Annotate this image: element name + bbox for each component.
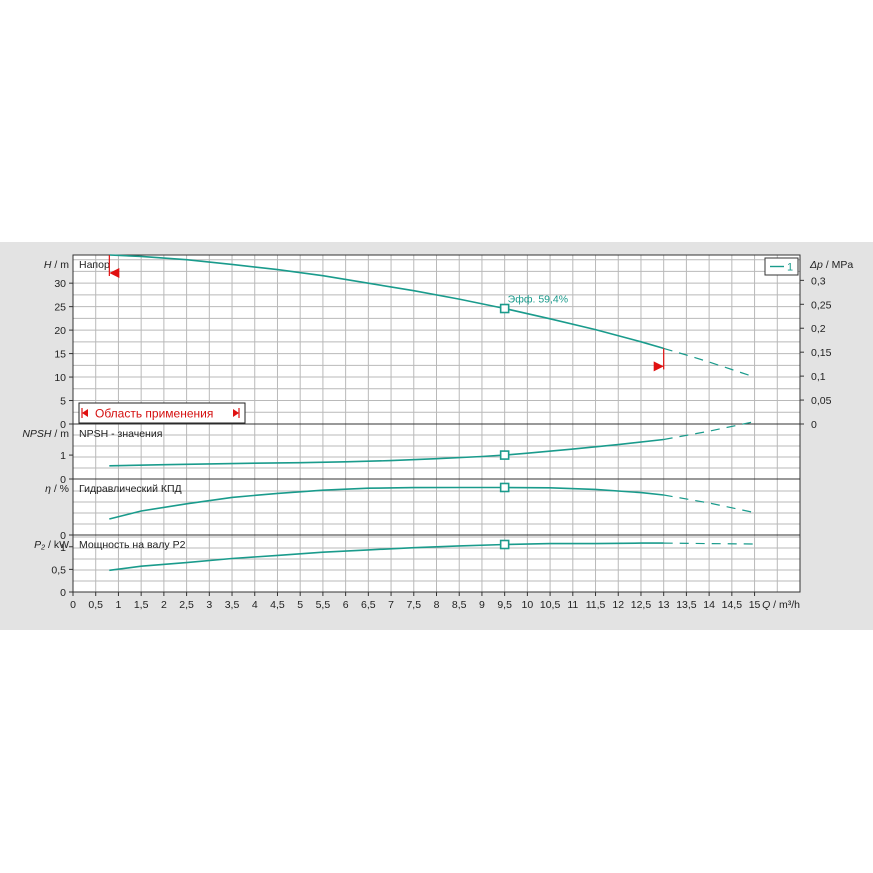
x-tick-label: 5 bbox=[297, 599, 303, 611]
x-axis: 0 0,5 1 1,5 2 2,5 3 3,5 4 4,5 5 5,5 6 6,5 7 7,5 8 8,5 9 9,5… bbox=[70, 592, 800, 611]
panel-title: Мощность на валу P2 bbox=[79, 539, 186, 551]
chart-panel-4: 0 0,5 1P₂ / kW Мощность на валу P2 bbox=[34, 534, 801, 599]
y-tick-label: 5 bbox=[60, 396, 66, 408]
grid bbox=[73, 424, 800, 479]
y2-tick-label: 0 bbox=[811, 419, 817, 431]
x-tick-label: 4 bbox=[252, 599, 258, 611]
application-range-box bbox=[78, 402, 246, 424]
x-tick-label: 5,5 bbox=[316, 599, 331, 611]
range-box-left-arrow bbox=[82, 409, 88, 417]
duty-point-label: Эфф. 59,4% bbox=[508, 294, 568, 306]
duty-point-marker bbox=[499, 303, 510, 314]
x-tick-label: 2,5 bbox=[179, 599, 194, 611]
x-tick-label: 4,5 bbox=[270, 599, 285, 611]
x-tick-label: 9 bbox=[479, 599, 485, 611]
x-tick-label: 11 bbox=[567, 599, 578, 611]
series-line bbox=[109, 254, 664, 350]
range-box-right-arrow bbox=[233, 409, 239, 417]
x-tick-label: 14 bbox=[703, 599, 715, 611]
y-tick-label: 0 bbox=[60, 587, 66, 599]
y-axis-label: H / m bbox=[44, 259, 69, 271]
y2-tick-label: 0,1 bbox=[811, 371, 826, 383]
chart-panel-2: 0 1 NPSH / m NPSH - значения bbox=[22, 421, 801, 486]
y-tick-label: 1 bbox=[60, 450, 66, 462]
y-tick-label: 0 bbox=[60, 530, 66, 542]
grid bbox=[73, 535, 800, 592]
panel-title: NPSH - значения bbox=[79, 428, 162, 440]
x-tick-label: 8 bbox=[434, 599, 440, 611]
y2-tick-label: 0,05 bbox=[811, 395, 832, 407]
x-tick-label: 10,5 bbox=[540, 599, 561, 611]
x-axis-label: Q / m³/h bbox=[762, 599, 800, 611]
y-axis-label: P₂ / kW bbox=[34, 539, 69, 551]
x-tick-label: 10 bbox=[522, 599, 534, 611]
range-left-marker bbox=[109, 268, 120, 278]
grid bbox=[73, 255, 800, 424]
series-line bbox=[109, 542, 664, 572]
x-tick-label: 1,5 bbox=[134, 599, 149, 611]
range-right-marker bbox=[653, 361, 664, 372]
y-tick-label: 20 bbox=[54, 325, 66, 337]
chart-panel-3: 0 η / % Гидравлический КПД bbox=[45, 478, 801, 542]
y2-tick-label: 0,25 bbox=[811, 299, 832, 311]
x-tick-label: 7 bbox=[388, 599, 394, 611]
x-tick-label: 11,5 bbox=[586, 599, 606, 611]
y-tick-label: 0 bbox=[60, 474, 66, 486]
legend: 1 bbox=[764, 257, 799, 276]
x-tick-label: 12,5 bbox=[631, 599, 652, 611]
x-tick-label: 13,5 bbox=[676, 599, 697, 611]
x-tick-label: 0,5 bbox=[88, 599, 103, 611]
x-tick-label: 15 bbox=[749, 599, 761, 611]
y-tick-label: 0,5 bbox=[51, 564, 66, 576]
x-tick-label: 14,5 bbox=[722, 599, 743, 611]
x-tick-label: 1 bbox=[116, 599, 122, 611]
y2-tick-label: 0,2 bbox=[811, 323, 826, 335]
series-line bbox=[109, 438, 664, 467]
x-tick-label: 9,5 bbox=[497, 599, 512, 611]
series-line bbox=[109, 486, 664, 520]
duty-point-marker bbox=[499, 482, 510, 493]
duty-point-marker bbox=[499, 539, 510, 550]
y-axis-label: NPSH / m bbox=[22, 428, 69, 440]
x-tick-label: 6,5 bbox=[361, 599, 376, 611]
legend-label: 1 bbox=[787, 262, 793, 274]
x-tick-label: 13 bbox=[658, 599, 670, 611]
y-axis-label: η / % bbox=[45, 483, 69, 495]
x-tick-label: 3,5 bbox=[225, 599, 240, 611]
chart-panel-1: 0 5 10 15 20 25 30 H / m 0 0,05 0,1 0,15 0,2 0,25 0,3 Δ… bbox=[44, 254, 853, 431]
y2-tick-label: 0,3 bbox=[811, 275, 826, 287]
x-tick-label: 12 bbox=[612, 599, 624, 611]
panel-title: Напор bbox=[79, 259, 110, 271]
y-tick-label: 1 bbox=[60, 542, 66, 554]
y2-tick-label: 0,15 bbox=[811, 347, 832, 359]
x-tick-label: 0 bbox=[70, 599, 76, 611]
application-range-label: Область применения bbox=[95, 407, 213, 421]
x-tick-label: 7,5 bbox=[406, 599, 421, 611]
panel-title: Гидравлический КПД bbox=[79, 483, 182, 495]
y2-axis-label: Δp / MPa bbox=[809, 259, 853, 271]
y-tick-label: 15 bbox=[54, 349, 66, 361]
x-tick-label: 6 bbox=[343, 599, 349, 611]
pump-curve-chart: 0 5 10 15 20 25 30 H / m 0 0,05 0,1 0,15 0,2 0,25 0,3 Δ… bbox=[0, 242, 873, 630]
x-tick-label: 2 bbox=[161, 599, 167, 611]
y-tick-label: 0 bbox=[60, 419, 66, 431]
y-tick-label: 30 bbox=[54, 278, 66, 290]
y-tick-label: 10 bbox=[54, 372, 66, 384]
y-tick-label: 25 bbox=[54, 302, 66, 314]
x-tick-label: 3 bbox=[206, 599, 212, 611]
x-tick-label: 8,5 bbox=[452, 599, 467, 611]
duty-point-marker bbox=[499, 450, 510, 460]
